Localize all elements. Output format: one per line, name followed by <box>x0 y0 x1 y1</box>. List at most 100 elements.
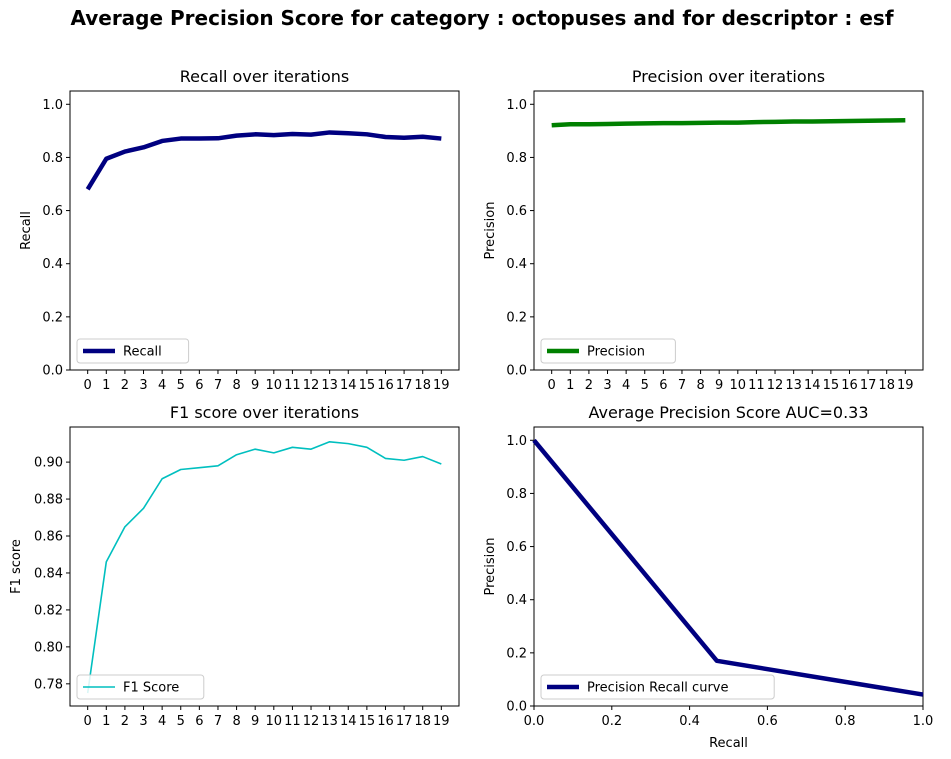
y-axis-label: Precision <box>483 201 498 259</box>
x-tick-label: 1 <box>566 378 574 393</box>
x-tick-label: 18 <box>414 714 431 729</box>
y-tick-label: 0.8 <box>42 151 63 166</box>
x-tick-label: 9 <box>251 378 259 393</box>
x-tick-label: 12 <box>767 378 784 393</box>
x-tick-label: 13 <box>785 378 802 393</box>
x-tick-label: 8 <box>696 378 704 393</box>
y-tick-label: 0.0 <box>506 700 527 715</box>
legend-box <box>540 338 676 364</box>
x-tick-label: 5 <box>177 378 185 393</box>
y-tick-label: 0.6 <box>506 204 527 219</box>
x-tick-label: 3 <box>603 378 611 393</box>
x-tick-label: 12 <box>303 714 320 729</box>
legend-label: Recall <box>123 345 162 360</box>
x-tick-label: 0.6 <box>757 714 778 729</box>
y-tick-label: 0.2 <box>506 310 527 325</box>
x-tick-label: 6 <box>659 378 667 393</box>
chart-title: F1 score over iterations <box>170 403 359 422</box>
x-tick-label: 19 <box>433 378 450 393</box>
x-tick-label: 14 <box>340 714 357 729</box>
series-line <box>532 438 924 697</box>
y-tick-label: 0.8 <box>506 151 527 166</box>
x-tick-label: 1 <box>102 378 110 393</box>
plot-area-frame <box>533 90 924 371</box>
x-tick-label: 7 <box>678 378 686 393</box>
y-tick-label: 0.84 <box>34 566 63 581</box>
x-tick-label: 16 <box>377 714 394 729</box>
x-tick-label: 15 <box>359 714 376 729</box>
x-tick-label: 2 <box>121 378 129 393</box>
x-tick-label: 0 <box>84 714 92 729</box>
x-tick-label: 10 <box>730 378 747 393</box>
x-tick-label: 1.0 <box>913 714 934 729</box>
x-tick-label: 5 <box>177 714 185 729</box>
series-line <box>86 440 442 694</box>
x-tick-label: 16 <box>841 378 858 393</box>
x-tick-label: 12 <box>303 378 320 393</box>
y-tick-label: 0.6 <box>42 204 63 219</box>
y-tick-label: 0.90 <box>34 456 63 471</box>
legend-box <box>76 338 190 364</box>
y-tick-label: 0.80 <box>34 640 63 655</box>
chart-panel-4: 0.0 0.2 0.4 0.6 0.8 1.0 0.0 0.2 0.4 0.6 0.8 1.0 Aver… <box>483 403 933 751</box>
x-tick-label: 16 <box>377 378 394 393</box>
x-tick-label: 8 <box>232 714 240 729</box>
y-tick-label: 0.4 <box>506 257 527 272</box>
y-tick-label: 0.78 <box>34 677 63 692</box>
legend-box <box>76 674 205 700</box>
x-tick-label: 9 <box>251 714 259 729</box>
x-tick-label: 5 <box>641 378 649 393</box>
x-tick-label: 17 <box>860 378 877 393</box>
x-tick-label: 18 <box>878 378 895 393</box>
x-tick-label: 6 <box>195 378 203 393</box>
chart-title: Recall over iterations <box>180 67 350 86</box>
x-tick-label: 18 <box>414 378 431 393</box>
x-tick-label: 7 <box>214 378 222 393</box>
x-tick-label: 15 <box>359 378 376 393</box>
x-tick-label: 11 <box>748 378 765 393</box>
y-tick-label: 0.4 <box>506 593 527 608</box>
y-tick-label: 0.0 <box>506 364 527 379</box>
y-axis-label: Precision <box>483 537 498 595</box>
x-tick-label: 0 <box>548 378 556 393</box>
x-tick-label: 0 <box>84 378 92 393</box>
x-tick-label: 10 <box>266 378 283 393</box>
x-tick-label: 9 <box>715 378 723 393</box>
y-tick-label: 0.2 <box>42 310 63 325</box>
y-tick-label: 1.0 <box>506 98 527 113</box>
series-line <box>85 130 442 191</box>
y-tick-label: 0.2 <box>506 646 527 661</box>
y-tick-label: 0.0 <box>42 364 63 379</box>
x-tick-label: 11 <box>284 714 301 729</box>
x-tick-label: 11 <box>284 378 301 393</box>
x-tick-label: 2 <box>585 378 593 393</box>
y-tick-label: 0.4 <box>42 257 63 272</box>
x-axis-label: Recall <box>709 736 748 751</box>
x-tick-label: 17 <box>396 714 413 729</box>
legend-label: F1 Score <box>123 681 179 696</box>
x-tick-label: 1 <box>102 714 110 729</box>
x-tick-label: 7 <box>214 714 222 729</box>
x-tick-label: 13 <box>321 378 338 393</box>
legend-box <box>540 674 775 700</box>
x-tick-label: 4 <box>158 714 166 729</box>
x-tick-label: 6 <box>195 714 203 729</box>
chart-title: Precision over iterations <box>632 67 825 86</box>
x-tick-label: 4 <box>158 378 166 393</box>
series-line <box>551 117 906 128</box>
plot-area-frame <box>533 426 924 707</box>
y-tick-label: 0.82 <box>34 603 63 618</box>
legend-label: Precision Recall curve <box>587 681 728 696</box>
chart-title: Average Precision Score AUC=0.33 <box>588 403 868 422</box>
chart-panel-1: 0.00.20.40.60.81.00 1 2 3 4 5 6 7 8 9 10 11 12 13 14 15… <box>19 67 460 393</box>
x-tick-label: 0.4 <box>679 714 700 729</box>
y-tick-label: 0.8 <box>506 487 527 502</box>
x-tick-label: 17 <box>396 378 413 393</box>
x-tick-label: 19 <box>433 714 450 729</box>
y-axis-label: Recall <box>19 211 34 250</box>
x-tick-label: 14 <box>340 378 357 393</box>
x-tick-label: 3 <box>139 378 147 393</box>
y-tick-label: 0.6 <box>506 540 527 555</box>
x-tick-label: 19 <box>897 378 914 393</box>
